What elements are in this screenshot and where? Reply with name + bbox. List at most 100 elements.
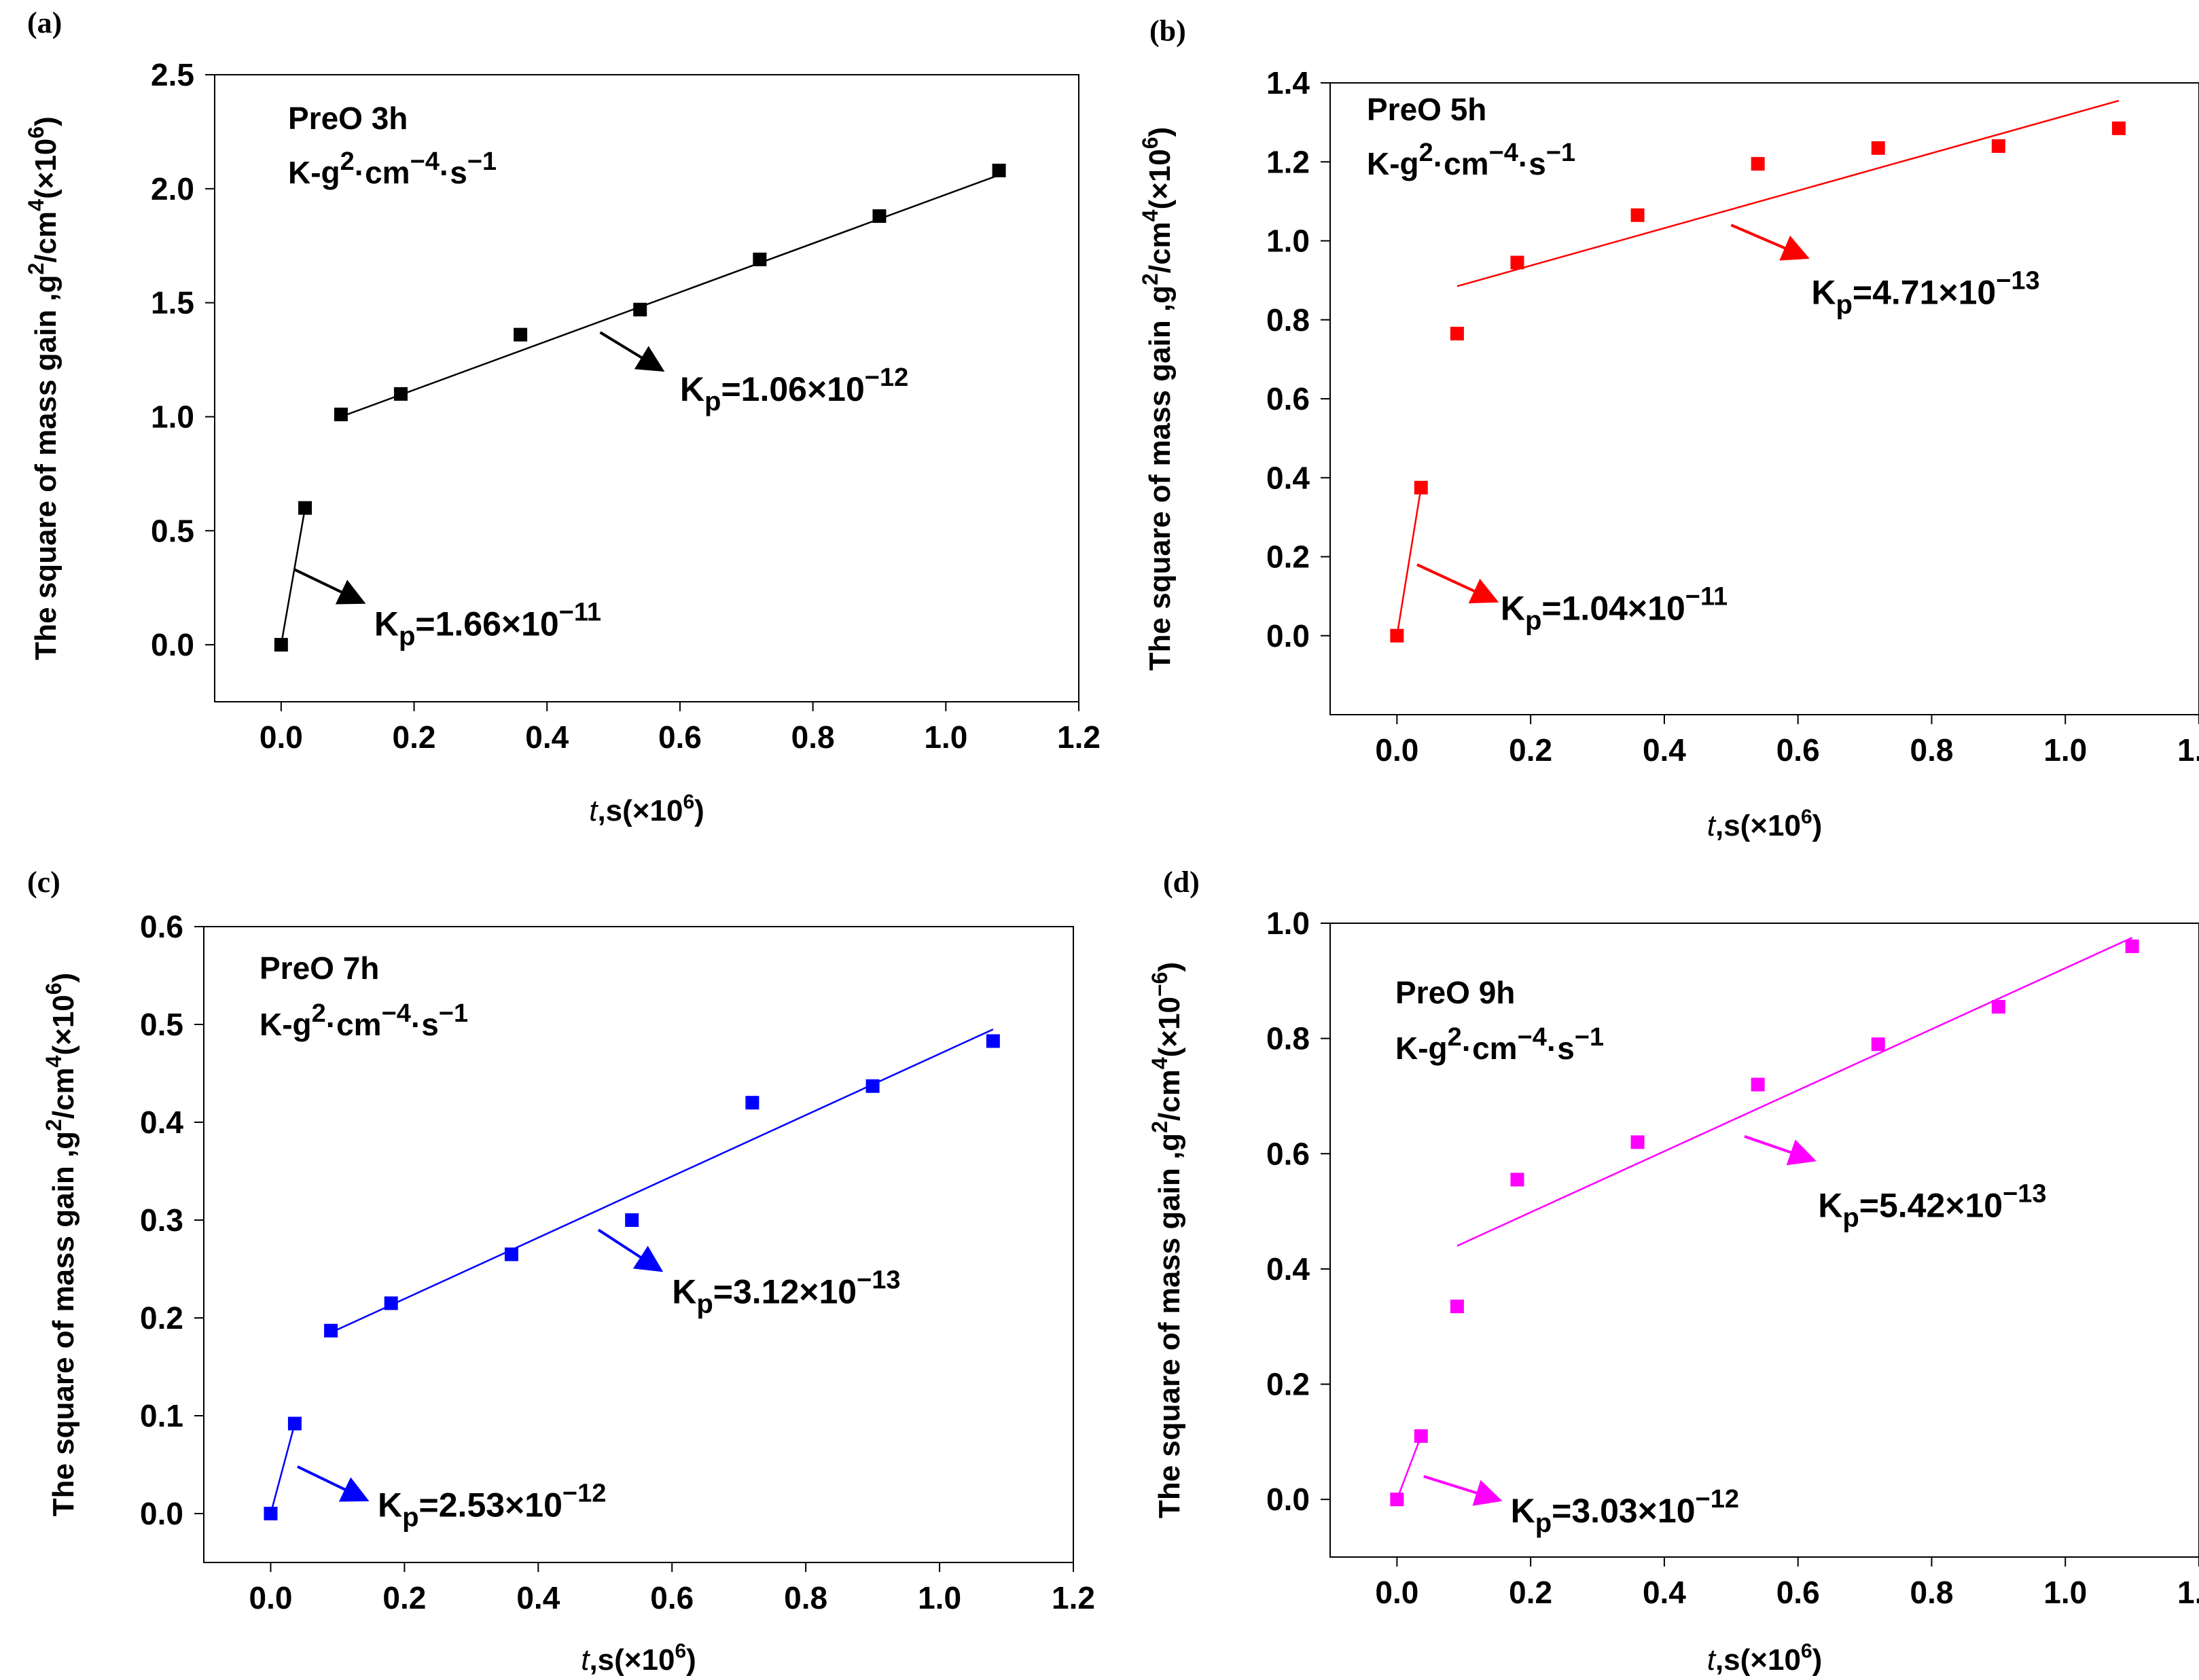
- data-point: [393, 387, 408, 401]
- fit-line: [1396, 487, 1423, 636]
- data-point: [625, 1213, 639, 1227]
- x-tick-label: 0.2: [393, 719, 436, 755]
- x-tick-label: 0.4: [516, 1580, 560, 1615]
- data-point: [2125, 939, 2139, 953]
- data-point: [1414, 1429, 1428, 1443]
- panel-b: (b) 0.0 0.2 0.4 0.6 0.8 1.0 1.2 0.0 0.2 0.4 0.6 0.8 1…: [1138, 14, 2199, 842]
- x-tick-label: 0.6: [658, 719, 702, 755]
- data-point: [298, 501, 312, 515]
- kp-annotation: Kp=5.42×10−13: [1818, 1180, 2046, 1233]
- x-axis-label: t,s(×106): [589, 791, 704, 827]
- data-point: [1630, 208, 1645, 222]
- fit-line: [1396, 1435, 1422, 1500]
- x-tick-label: 1.0: [924, 719, 967, 755]
- x-tick-label: 0.6: [1776, 732, 1820, 768]
- y-tick-label: 0.4: [1266, 460, 1310, 495]
- annotation-arrow: [293, 568, 366, 605]
- data-point: [1751, 157, 1765, 171]
- data-point: [1510, 1173, 1524, 1187]
- y-tick-label: 0.8: [1266, 1021, 1310, 1056]
- x-tick-label: 0.2: [382, 1580, 426, 1615]
- y-tick-label: 0.4: [140, 1105, 183, 1140]
- data-point: [1390, 1493, 1404, 1507]
- annotation-arrow: [597, 1228, 664, 1272]
- y-tick-label: 0.6: [140, 909, 183, 944]
- annotation-arrow: [1730, 224, 1810, 261]
- y-tick-label: 1.0: [1266, 906, 1310, 941]
- kp-annotation: Kp=1.06×10−12: [680, 363, 908, 416]
- x-tick-label: 0.4: [1643, 1575, 1686, 1610]
- x-tick-label: 0.8: [791, 719, 835, 755]
- x-axis-label: t,s(×106): [1707, 1640, 1823, 1677]
- panel-label: (d): [1163, 865, 1200, 899]
- y-tick-label: 0.2: [1266, 1367, 1310, 1402]
- x-tick-label: 1.0: [918, 1580, 961, 1615]
- plot-frame: [1329, 923, 2199, 1558]
- data-point: [1630, 1135, 1645, 1149]
- y-tick-label: 0.5: [151, 513, 194, 548]
- y-tick-label: 0.8: [1266, 302, 1310, 338]
- data-point: [745, 1096, 759, 1110]
- x-tick-label: 0.8: [1910, 1575, 1953, 1610]
- rate-unit: K-g2·cm−4·s−1: [288, 147, 497, 190]
- x-tick-label: 0.6: [650, 1580, 694, 1615]
- kp-annotation: Kp=3.12×10−13: [672, 1266, 900, 1319]
- panel-label: (b): [1149, 14, 1186, 48]
- annotation-arrow: [599, 331, 665, 372]
- x-tick-label: 1.2: [1052, 1580, 1095, 1615]
- y-tick-label: 0.6: [1266, 381, 1310, 416]
- kp-annotation: Kp=2.53×10−12: [378, 1479, 606, 1532]
- x-tick-label: 0.0: [260, 719, 303, 755]
- data-point: [287, 1416, 302, 1431]
- panel-label: (a): [27, 6, 62, 39]
- kp-annotation: Kp=3.03×10−12: [1511, 1485, 1739, 1538]
- panel-title: PreO 7h: [260, 950, 379, 986]
- fit-line: [280, 507, 306, 645]
- data-point: [324, 1323, 338, 1338]
- y-tick-label: 0.0: [151, 627, 194, 662]
- y-tick-label: 0.3: [140, 1202, 183, 1238]
- data-point: [1450, 1300, 1464, 1314]
- data-point: [1991, 999, 2005, 1014]
- y-axis-label: The square of mass gain ,g2/cm4(×106): [24, 116, 62, 660]
- x-tick-label: 0.0: [1375, 1575, 1418, 1610]
- x-tick-label: 1.0: [2043, 1575, 2087, 1610]
- kp-annotation: Kp=1.66×10−11: [374, 598, 601, 651]
- fit-line: [1456, 99, 2120, 287]
- data-point: [1510, 255, 1524, 270]
- rate-unit: K-g2·cm−4·s−1: [260, 999, 468, 1042]
- y-tick-label: 2.0: [151, 171, 194, 207]
- y-tick-label: 0.6: [1266, 1136, 1310, 1171]
- x-tick-label: 0.2: [1509, 1575, 1552, 1610]
- x-tick-label: 0.8: [1910, 732, 1953, 768]
- data-point: [992, 163, 1006, 177]
- y-tick-label: 0.0: [1266, 618, 1310, 654]
- data-point: [872, 209, 887, 224]
- data-point: [264, 1507, 278, 1520]
- data-point: [504, 1247, 518, 1262]
- y-tick-label: 1.0: [151, 399, 194, 434]
- y-axis-label: The square of mass gain ,g2/cm4(×10−6): [1147, 962, 1186, 1518]
- x-tick-label: 1.2: [2177, 1575, 2199, 1610]
- x-tick-label: 1.2: [2177, 732, 2199, 768]
- fit-line: [1456, 937, 2133, 1247]
- fit-line: [330, 1029, 994, 1334]
- x-tick-label: 0.2: [1509, 732, 1552, 768]
- data-point: [1871, 141, 1885, 155]
- panel-title: PreO 5h: [1367, 92, 1486, 127]
- x-tick-label: 0.0: [249, 1580, 292, 1615]
- y-tick-label: 2.5: [151, 57, 194, 92]
- y-tick-label: 1.0: [1266, 224, 1310, 259]
- annotation-arrow: [1416, 563, 1499, 604]
- y-tick-label: 0.4: [1266, 1251, 1310, 1287]
- y-axis-label: The square of mass gain ,g2/cm4(×106): [1138, 127, 1177, 671]
- data-point: [1414, 480, 1428, 495]
- panel-title: PreO 9h: [1395, 975, 1515, 1010]
- y-tick-label: 0.0: [140, 1496, 183, 1531]
- y-tick-label: 1.2: [1266, 144, 1310, 179]
- x-tick-label: 0.6: [1776, 1575, 1820, 1610]
- data-point: [334, 408, 348, 422]
- fit-line: [340, 174, 1000, 418]
- annotation-arrow: [1744, 1134, 1817, 1166]
- data-point: [514, 327, 528, 342]
